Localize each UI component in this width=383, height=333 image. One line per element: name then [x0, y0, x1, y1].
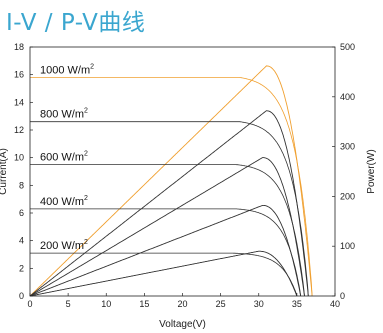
y-left-tick-label: 8 — [19, 180, 24, 190]
curve-layer — [29, 65, 313, 297]
axes-layer: 0 5 10 15 20 25 30 35 40024681012141618010020030… — [0, 42, 377, 330]
y-left-tick-label: 18 — [14, 42, 24, 52]
y-left-axis-label: Current(A) — [0, 148, 9, 195]
y-left-tick-label: 12 — [14, 125, 24, 135]
y-left-tick-label: 0 — [19, 291, 24, 301]
x-tick-label: 35 — [292, 299, 302, 309]
x-tick-label: 25 — [216, 299, 226, 309]
y-right-tick-label: 200 — [340, 191, 355, 201]
pv-curve-5 — [29, 250, 298, 297]
y-left-tick-label: 16 — [14, 70, 24, 80]
y-left-tick-label: 2 — [19, 263, 24, 273]
y-left-tick-label: 4 — [19, 236, 24, 246]
y-right-tick-label: 0 — [340, 291, 345, 301]
iv-curve-4 — [30, 208, 302, 297]
irradiance-label-2: 800 W/m2 — [40, 108, 88, 121]
x-tick-label: 5 — [66, 299, 71, 309]
y-right-tick-label: 100 — [340, 241, 355, 251]
x-tick-label: 15 — [139, 299, 149, 309]
pv-curve-3 — [29, 157, 305, 297]
iv-curve-3 — [30, 164, 305, 297]
y-left-tick-label: 14 — [14, 97, 24, 107]
x-axis-label: Voltage(V) — [159, 319, 206, 330]
pv-curve-1 — [29, 65, 313, 297]
x-tick-label: 20 — [177, 299, 187, 309]
irradiance-label-1: 1000 W/m2 — [40, 63, 94, 76]
irradiance-label-3: 600 W/m2 — [40, 151, 88, 164]
y-right-tick-label: 400 — [340, 92, 355, 102]
iv-curve-5 — [30, 252, 298, 297]
pv-curve-2 — [29, 110, 309, 297]
label-layer: 1000 W/m2 800 W/m2 600 W/m2 400 W/m2 200 W/m… — [40, 63, 94, 252]
y-right-axis-label: Power(W) — [366, 149, 377, 193]
iv-curve-2 — [30, 121, 309, 297]
x-tick-label: 40 — [330, 299, 340, 309]
y-right-tick-label: 500 — [340, 42, 355, 52]
pv-curve-4 — [29, 204, 302, 297]
y-left-tick-label: 6 — [19, 208, 24, 218]
x-tick-label: 0 — [27, 299, 32, 309]
x-tick-label: 10 — [101, 299, 111, 309]
y-right-tick-label: 300 — [340, 142, 355, 152]
iv-curve-1 — [30, 77, 313, 297]
x-tick-label: 30 — [254, 299, 264, 309]
irradiance-label-5: 200 W/m2 — [40, 239, 88, 252]
irradiance-label-4: 400 W/m2 — [40, 195, 88, 208]
y-left-tick-label: 10 — [14, 153, 24, 163]
chart-title: I-V / P-V曲线 — [6, 10, 146, 36]
